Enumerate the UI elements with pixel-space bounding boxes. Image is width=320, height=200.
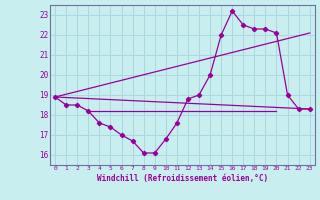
- X-axis label: Windchill (Refroidissement éolien,°C): Windchill (Refroidissement éolien,°C): [97, 174, 268, 183]
